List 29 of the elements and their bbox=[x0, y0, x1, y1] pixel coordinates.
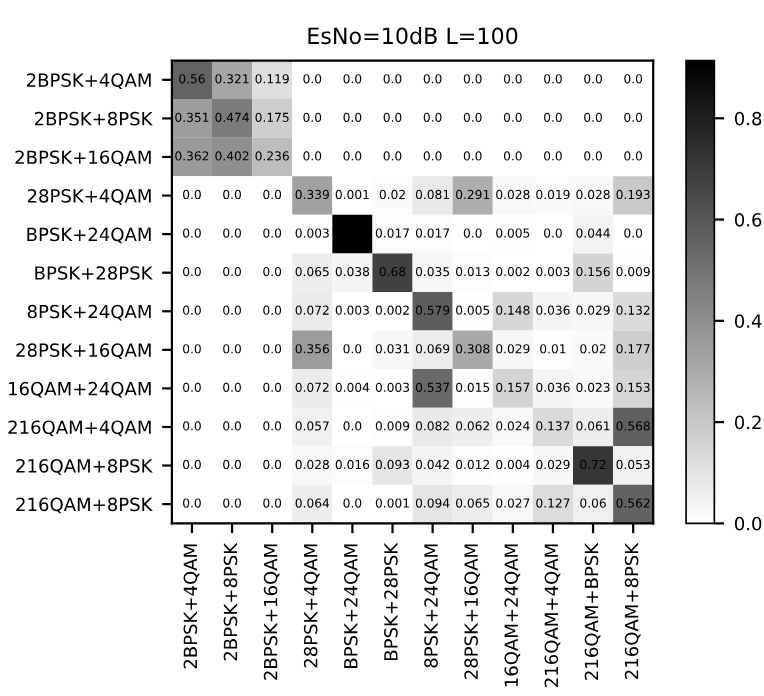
color-bar-label: 0.2 bbox=[734, 415, 761, 430]
x-tick-label: BPSK+24QAM bbox=[343, 544, 360, 668]
y-tick-label: 8PSK+24QAM bbox=[27, 304, 151, 321]
y-tick-label: BPSK+28PSK bbox=[35, 266, 153, 280]
x-tick-label: 8PSK+24QAM bbox=[424, 544, 440, 668]
color-bar-label: 0.4 bbox=[734, 314, 762, 328]
y-tick-label: BPSK+24QAM bbox=[27, 227, 151, 244]
x-tick-label: BPSK+28PSK bbox=[384, 542, 398, 660]
y-tick-label: 28PSK+4QAM bbox=[27, 189, 151, 205]
color-bar-label: 0.0 bbox=[734, 516, 762, 531]
x-tick-label: 216QAM+8PSK bbox=[624, 542, 641, 679]
color-bar-label: 0.8 bbox=[734, 111, 762, 126]
x-tick-label: 216QAM+4QAM bbox=[544, 544, 561, 687]
y-tick-label: 16QAM+24QAM bbox=[9, 381, 151, 398]
x-tick-label: 216QAM+BPSK bbox=[584, 542, 601, 680]
x-tick-label: 2BPSK+8PSK bbox=[223, 542, 238, 661]
y-tick-label: 216QAM+8PSK bbox=[16, 497, 153, 514]
y-tick-label: 216QAM+8PSK bbox=[16, 459, 153, 475]
x-tick-label: 2BPSK+16QAM bbox=[263, 544, 280, 680]
y-tick-label: 2BPSK+4QAM bbox=[26, 73, 151, 90]
x-tick-label: 28PSK+16QAM bbox=[464, 544, 481, 679]
y-tick-label: 28PSK+16QAM bbox=[16, 343, 151, 360]
x-tick-label: 28PSK+4QAM bbox=[303, 544, 320, 668]
y-tick-label: 2BPSK+16QAM bbox=[15, 150, 151, 167]
color-bar-label: 0.6 bbox=[734, 213, 762, 227]
y-tick-label: 2BPSK+8PSK bbox=[34, 111, 153, 126]
x-tick-label: 16QAM+24QAM bbox=[504, 544, 521, 687]
y-tick-label: 216QAM+4QAM bbox=[8, 420, 151, 437]
chart-title: EsNo=10dB L=100 bbox=[308, 27, 518, 45]
